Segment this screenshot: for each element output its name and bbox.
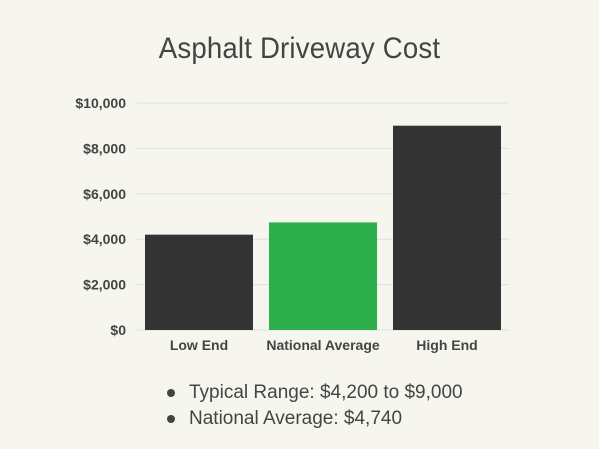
chart-title: Asphalt Driveway Cost bbox=[158, 32, 441, 65]
x-tick-label: Low End bbox=[170, 337, 228, 353]
summary-list: Typical Range: $4,200 to $9,000 National… bbox=[165, 380, 463, 432]
y-tick-label: $6,000 bbox=[83, 186, 126, 202]
summary-item-typical-range: Typical Range: $4,200 to $9,000 bbox=[165, 380, 463, 406]
summary-text-typical-range: Typical Range: $4,200 to $9,000 bbox=[189, 382, 463, 403]
summary-item-national-average: National Average: $4,740 bbox=[165, 406, 463, 432]
bar bbox=[393, 125, 501, 330]
y-tick-label: $8,000 bbox=[83, 140, 126, 156]
y-tick-label: $2,000 bbox=[83, 277, 126, 293]
y-tick-label: $4,000 bbox=[83, 231, 126, 247]
bar bbox=[269, 222, 377, 330]
bullet-icon bbox=[167, 389, 175, 397]
bullet-icon bbox=[167, 415, 175, 423]
x-tick-label: High End bbox=[416, 337, 477, 353]
summary-text-national-average: National Average: $4,740 bbox=[189, 408, 403, 429]
y-tick-label: $0 bbox=[110, 322, 126, 338]
bar bbox=[145, 234, 253, 330]
x-tick-label: National Average bbox=[266, 337, 380, 353]
y-tick-label: $10,000 bbox=[75, 95, 126, 111]
